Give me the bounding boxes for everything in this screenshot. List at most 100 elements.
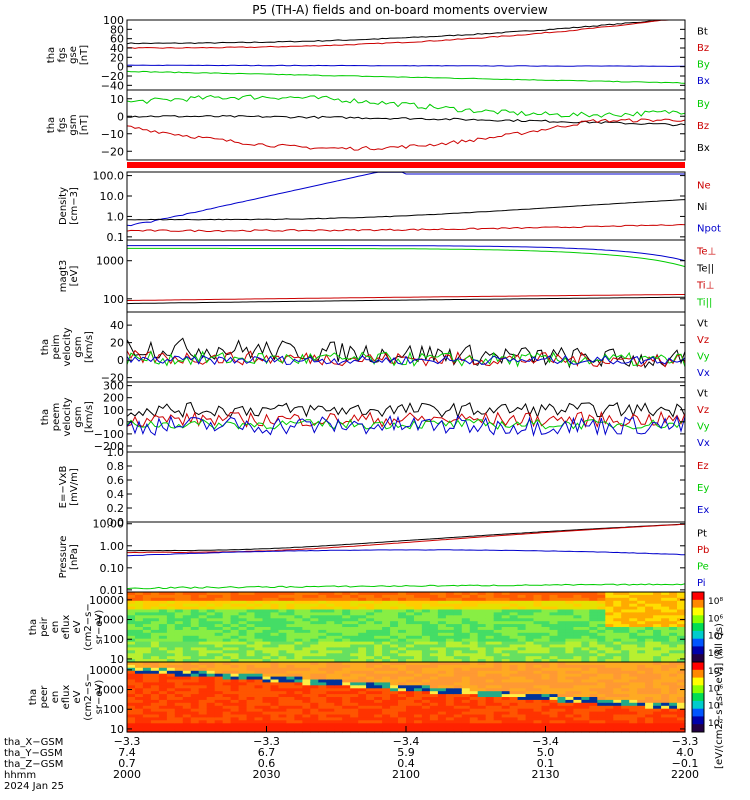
ephemeris-value: 2030 xyxy=(253,768,281,781)
y-axis-label: [eV] xyxy=(69,266,80,287)
y-tick-label: 0.0 xyxy=(107,516,125,529)
series-line xyxy=(126,223,686,233)
series-line xyxy=(126,549,686,557)
panel-peir_spec: 10⁸ 10⁶ 10⁴ 10² 10000 1000 100 10 tha peir en eflux… xyxy=(28,591,723,666)
colorbar-tick-label: 10⁸ xyxy=(708,597,723,607)
y-tick-label: 100 xyxy=(103,633,124,646)
series-line xyxy=(126,171,685,227)
ephemeris-row-label: tha_Y−GSM xyxy=(4,748,63,759)
plot-title: P5 (TH-A) fields and on-board moments ov… xyxy=(252,3,548,17)
y-axis-label: en xyxy=(50,691,61,704)
y-tick-label: 0.01 xyxy=(100,584,125,597)
ephemeris-value: 5.9 xyxy=(397,746,415,759)
y-tick-label: 10 xyxy=(110,653,124,666)
series-line xyxy=(126,19,685,49)
panel-frame xyxy=(126,451,686,523)
y-axis-label: en xyxy=(50,621,61,634)
series-line xyxy=(127,294,685,301)
y-axis-label: [km/s] xyxy=(84,401,95,433)
series-line xyxy=(126,94,686,118)
y-axis-label: eflux xyxy=(61,615,72,640)
panel-pressure: 10.00 1.00 0.10 0.01 Pressure [nPa] Pt Pb Pe Pi xyxy=(58,518,709,597)
y-axis-label: fgs xyxy=(57,47,68,62)
series-line xyxy=(126,114,686,127)
y-tick-label: 300 xyxy=(103,380,124,393)
y-tick-label: 40 xyxy=(110,42,124,55)
ephemeris-value: 5.0 xyxy=(537,746,555,759)
y-tick-label: 20 xyxy=(110,337,124,350)
y-tick-label: 1.00 xyxy=(100,540,125,553)
y-axis-label: [mV/m] xyxy=(69,468,80,506)
panel-frame xyxy=(126,19,686,91)
y-tick-label: 0.10 xyxy=(100,562,125,575)
panel-frame xyxy=(126,521,686,593)
legend-label: Bx xyxy=(697,76,710,87)
y-tick-label: 60 xyxy=(110,33,124,46)
series-traces xyxy=(126,19,686,84)
y-tick-label: 10 xyxy=(110,93,124,106)
series-traces xyxy=(126,401,686,438)
y-axis-label: gsm xyxy=(68,114,79,135)
ephemeris-value: 0.7 xyxy=(118,757,136,770)
y-tick-label: 0 xyxy=(117,354,124,367)
y-tick-label: 10.00 xyxy=(93,518,125,531)
y-axis-label: gsm xyxy=(73,336,84,357)
y-axis-label: eV xyxy=(72,690,83,703)
series-line xyxy=(127,245,686,262)
ephemeris-value: 0.4 xyxy=(397,757,415,770)
legend-label: Npot xyxy=(697,223,721,234)
series-line xyxy=(126,410,686,429)
y-axis-label: sr−eV) xyxy=(94,610,105,645)
y-tick-label: 0 xyxy=(117,416,124,429)
y-tick-label: 80 xyxy=(110,23,124,36)
y-axis-label: tha xyxy=(40,409,51,425)
y-tick-label: 0.4 xyxy=(107,488,125,501)
y-axis-label: [nT] xyxy=(79,45,90,65)
series-line xyxy=(127,199,686,221)
panel-peer_spec: 10⁸ 10⁶ 10⁴ 10² 10000 1000 100 10 tha peer en eflux… xyxy=(28,661,723,736)
y-tick-label: 0.2 xyxy=(107,502,125,515)
y-tick-label: 1000 xyxy=(96,614,124,627)
series-traces xyxy=(126,94,686,151)
panel-frame xyxy=(126,311,686,383)
series-line xyxy=(126,583,686,590)
ephemeris-value: 0.6 xyxy=(258,757,276,770)
legend-label: Ni xyxy=(697,202,707,213)
ephemeris-value: 7.4 xyxy=(118,746,136,759)
y-axis-label: peem xyxy=(51,403,62,431)
panel-temperature: 1000 100 magt3 [eV] Te⊥ Te|| Ti⊥ Ti|| xyxy=(58,239,716,313)
y-tick-label: 1000 xyxy=(96,684,124,697)
legend-label: Pt xyxy=(697,528,707,539)
y-axis-label: tha xyxy=(28,619,39,635)
colorbar-tick-label: 10⁴ xyxy=(708,702,723,712)
panel-frame xyxy=(126,239,686,313)
y-tick-label: 40 xyxy=(110,319,124,332)
colorbar-electron: 10⁸ 10⁶ 10⁴ 10² xyxy=(691,661,723,733)
colorbar-ion: 10⁸ 10⁶ 10⁴ 10² xyxy=(691,591,723,663)
ephemeris-value: −3.4 xyxy=(532,735,559,748)
colorbar-tick-label: 10⁶ xyxy=(708,614,723,624)
series-line xyxy=(126,118,686,151)
colorbar-tick-label: 10² xyxy=(708,719,723,729)
y-tick-label: 1000 xyxy=(96,255,124,268)
y-tick-label: 10 xyxy=(110,723,124,736)
y-axis-label: peim xyxy=(51,334,62,359)
ephemeris-row-label: 2024 Jan 25 xyxy=(4,781,64,792)
legend-label: Ti⊥ xyxy=(696,281,714,292)
y-tick-label: −10 xyxy=(101,128,124,141)
series-line xyxy=(126,19,685,45)
colorbar-unit-label: [eV/(cm2−s−sr−eV)] (All Qs) xyxy=(714,623,725,769)
y-axis-label: (cm2−s− xyxy=(83,673,94,720)
y-tick-label: 20 xyxy=(110,51,124,64)
panel-peim_velocity: 40 20 0 −20 tha peim velocity gsm [km/s] Vt Vz Vy Vx xyxy=(40,311,710,385)
y-axis-label: [cm−3] xyxy=(69,187,80,225)
ephemeris-row-label: tha_Z−GSM xyxy=(4,759,63,770)
y-axis-label: sr−eV) xyxy=(94,680,105,715)
ephemeris-value: 0.1 xyxy=(537,757,555,770)
legend-label: Vx xyxy=(697,438,710,449)
series-line xyxy=(126,354,686,366)
